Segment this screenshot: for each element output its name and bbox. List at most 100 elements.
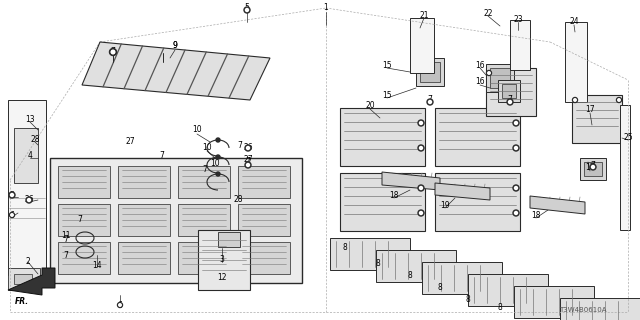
Circle shape [109, 49, 116, 55]
Circle shape [419, 212, 422, 214]
Circle shape [590, 164, 596, 170]
Bar [510, 20, 530, 70]
Text: 22: 22 [483, 10, 493, 19]
Bar [620, 105, 630, 230]
Bar [198, 230, 250, 290]
Circle shape [507, 99, 513, 105]
Text: 6: 6 [10, 211, 15, 220]
Bar [490, 68, 510, 88]
Bar [58, 204, 110, 236]
Bar [50, 158, 302, 283]
Bar [178, 242, 230, 274]
Circle shape [418, 210, 424, 216]
Bar [340, 108, 425, 166]
Text: 7: 7 [203, 165, 207, 174]
Bar [498, 80, 520, 102]
Bar [486, 68, 536, 116]
Bar [8, 268, 40, 290]
Circle shape [216, 138, 220, 142]
Bar [218, 232, 240, 247]
Circle shape [618, 99, 620, 101]
Circle shape [429, 100, 431, 103]
Bar [238, 242, 290, 274]
Text: 4: 4 [28, 150, 33, 159]
Circle shape [110, 49, 116, 55]
Circle shape [591, 165, 595, 169]
Bar [435, 108, 520, 166]
Circle shape [246, 147, 250, 149]
Polygon shape [435, 183, 490, 200]
Circle shape [419, 187, 422, 189]
Text: 8: 8 [498, 303, 502, 313]
Text: 7: 7 [246, 157, 250, 166]
Polygon shape [82, 42, 270, 100]
Circle shape [118, 302, 122, 308]
Circle shape [418, 120, 424, 126]
Bar [584, 162, 602, 176]
Text: 8: 8 [376, 259, 380, 268]
Bar [58, 242, 110, 274]
Text: 7: 7 [159, 150, 164, 159]
Text: 2: 2 [26, 258, 30, 267]
Text: 8: 8 [438, 284, 442, 292]
Circle shape [573, 99, 576, 101]
Text: 9: 9 [173, 42, 177, 51]
Circle shape [509, 100, 511, 103]
Text: 23: 23 [513, 15, 523, 25]
Text: 8: 8 [466, 295, 470, 305]
Text: 7: 7 [63, 251, 68, 260]
Circle shape [244, 7, 250, 13]
Bar [514, 286, 594, 318]
Circle shape [513, 145, 519, 151]
Bar [14, 274, 32, 284]
Bar [420, 62, 440, 82]
Circle shape [486, 70, 492, 76]
Circle shape [245, 145, 251, 151]
Text: 7: 7 [111, 47, 115, 57]
Bar [14, 128, 38, 183]
Text: 3: 3 [220, 255, 225, 265]
Text: 7: 7 [428, 95, 433, 105]
Bar [572, 95, 622, 143]
Text: 13: 13 [25, 116, 35, 124]
Text: 7: 7 [63, 236, 68, 244]
Text: 20: 20 [365, 100, 375, 109]
Text: 28: 28 [233, 196, 243, 204]
Text: 27: 27 [243, 156, 253, 164]
Text: 7: 7 [237, 140, 243, 149]
Text: 15: 15 [382, 91, 392, 100]
Circle shape [245, 162, 251, 168]
Circle shape [515, 147, 518, 149]
Circle shape [111, 51, 115, 53]
Text: 26: 26 [243, 143, 253, 153]
Circle shape [515, 212, 518, 214]
Polygon shape [8, 268, 55, 295]
Text: 18: 18 [389, 190, 399, 199]
Circle shape [216, 155, 220, 159]
Text: FR.: FR. [15, 298, 29, 307]
Text: 7: 7 [591, 161, 595, 170]
Bar [580, 158, 606, 180]
Text: 15: 15 [382, 60, 392, 69]
Text: 21: 21 [419, 11, 429, 20]
Circle shape [216, 172, 220, 176]
Bar [435, 173, 520, 231]
Polygon shape [382, 172, 440, 190]
Text: T3W4B0610A: T3W4B0610A [559, 307, 607, 313]
Bar [118, 204, 170, 236]
Text: 17: 17 [585, 106, 595, 115]
Text: 7: 7 [77, 215, 83, 225]
Text: 28: 28 [30, 135, 40, 145]
Text: 10: 10 [192, 125, 202, 134]
Bar [238, 166, 290, 198]
Bar [330, 238, 410, 270]
Circle shape [616, 98, 621, 102]
Text: 6: 6 [118, 300, 122, 309]
Text: 8: 8 [408, 271, 412, 281]
Circle shape [419, 147, 422, 149]
Bar [560, 298, 640, 320]
Text: 25: 25 [623, 133, 633, 142]
Bar [422, 262, 502, 294]
Circle shape [488, 72, 490, 74]
Text: 9: 9 [173, 42, 177, 51]
